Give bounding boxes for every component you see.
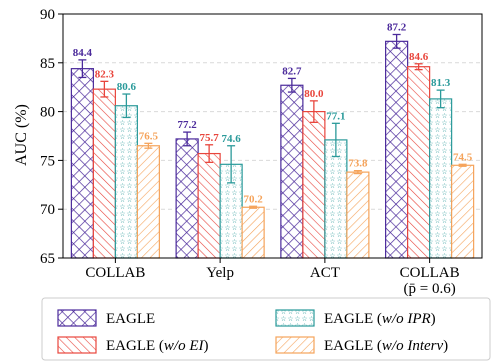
legend-label: EAGLE <box>106 311 155 327</box>
value-label: 87.2 <box>387 21 407 33</box>
value-label: 81.3 <box>431 77 451 89</box>
bar <box>407 66 431 259</box>
bar <box>302 110 326 259</box>
bar <box>451 164 475 259</box>
value-label: 84.6 <box>409 51 429 63</box>
x-tick-label: ACT <box>310 265 340 281</box>
legend-label: EAGLE (w/o IPR) <box>324 311 436 327</box>
bar <box>429 98 453 259</box>
plot-frame <box>62 13 483 259</box>
value-label: 74.5 <box>453 151 473 163</box>
y-tick-label: 80 <box>40 105 55 121</box>
bar <box>92 88 116 259</box>
legend-swatch <box>57 309 97 327</box>
x-tick-label: Yelp <box>206 265 234 281</box>
value-label: 70.2 <box>244 193 264 205</box>
bar <box>241 206 265 259</box>
bar <box>197 152 221 259</box>
legend-frame <box>41 297 491 361</box>
x-tick-label-sub: (p̄ = 0.6) <box>404 281 456 297</box>
y-tick-label: 75 <box>40 153 55 169</box>
bar <box>70 68 94 259</box>
legend-swatch <box>275 336 315 354</box>
value-label: 74.6 <box>222 133 242 145</box>
y-tick-label: 90 <box>40 7 55 23</box>
y-axis-title: AUC (%) <box>13 104 30 166</box>
value-label: 77.1 <box>326 110 345 122</box>
value-label: 76.5 <box>139 130 159 142</box>
value-label: 80.0 <box>304 88 324 100</box>
legend-swatch <box>57 336 97 354</box>
bar <box>136 145 160 259</box>
y-tick-label: 70 <box>40 202 55 218</box>
value-label: 82.7 <box>282 65 302 77</box>
value-label: 77.2 <box>178 119 198 131</box>
legend-label: EAGLE (w/o EI) <box>106 338 209 354</box>
bar <box>175 138 199 259</box>
value-label: 75.7 <box>200 132 220 144</box>
value-label: 73.8 <box>348 158 368 170</box>
y-tick-label: 85 <box>40 56 55 72</box>
bars: 84.482.380.6 76.5 77.275.7 74.6 70.2 82.780.0… <box>70 21 475 259</box>
legend-swatch <box>275 309 315 327</box>
x-tick-label: COLLAB <box>400 265 460 281</box>
bar <box>324 139 348 259</box>
value-label: 82.3 <box>95 68 115 80</box>
x-tick-label: COLLAB <box>85 265 145 281</box>
bar <box>114 105 138 259</box>
y-tick-label: 65 <box>40 251 55 267</box>
bar <box>280 84 304 259</box>
value-label: 80.6 <box>117 81 137 93</box>
legend: EAGLE EAGLE (w/o EI) EAGLE (w/o IPR) EAGLE … <box>41 297 491 361</box>
legend-label: EAGLE (w/o Interv) <box>324 338 448 354</box>
value-label: 84.4 <box>73 47 93 59</box>
bar <box>385 40 409 259</box>
bar <box>346 171 370 259</box>
